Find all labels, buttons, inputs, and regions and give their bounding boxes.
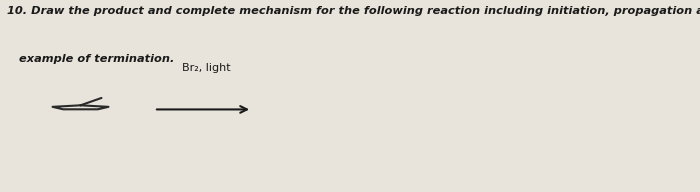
Text: 10. Draw the product and complete mechanism for the following reaction including: 10. Draw the product and complete mechan… xyxy=(7,6,700,16)
Text: Br₂, light: Br₂, light xyxy=(182,63,231,73)
Text: example of termination.: example of termination. xyxy=(7,54,174,64)
